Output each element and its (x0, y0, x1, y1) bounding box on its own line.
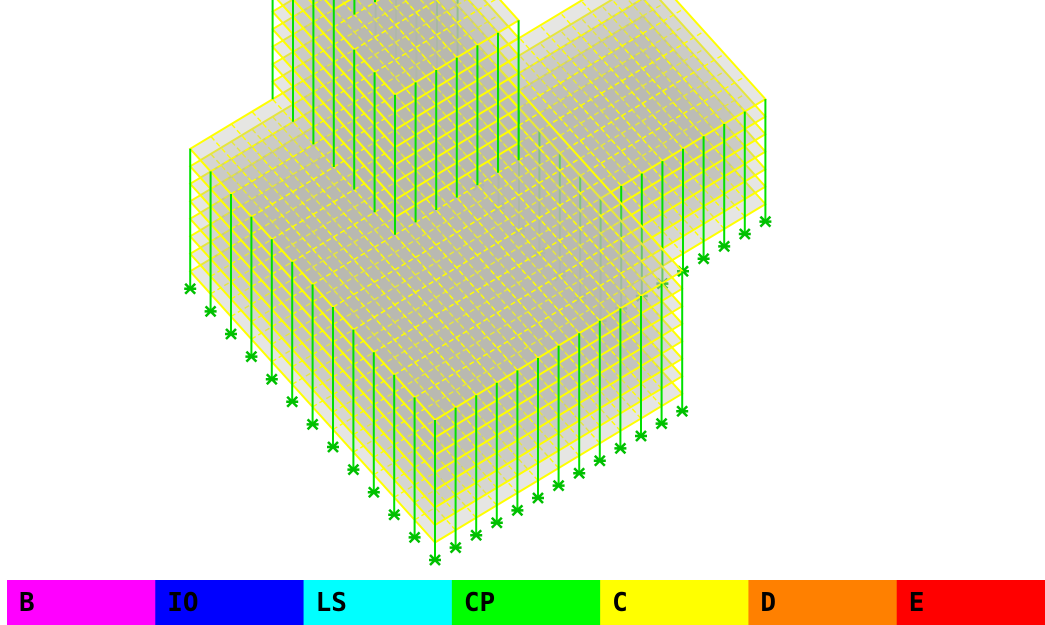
hinge-legend: B IO LS CP C D E (7, 580, 1045, 625)
legend-label: IO (167, 588, 198, 618)
model-view: B IO LS CP C D E (0, 0, 1045, 625)
legend-label: B (19, 588, 35, 618)
legend-label: D (760, 588, 776, 618)
legend-label: LS (316, 588, 347, 618)
legend-label: CP (464, 588, 495, 618)
legend-label: E (909, 588, 925, 618)
legend-label: C (612, 588, 628, 618)
